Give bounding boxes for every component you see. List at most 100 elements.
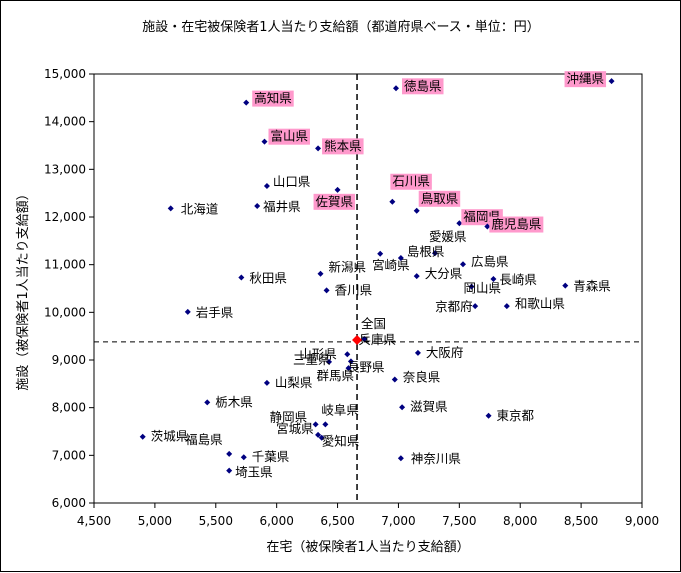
x-axis: 4,500 5,000 5,500 6,000 6,500 7,000 7,500 8,000…: [77, 503, 659, 528]
data-point-marker: [391, 376, 398, 383]
data-point-marker: [263, 183, 270, 190]
data-point-label: 愛知県: [322, 434, 360, 449]
data-point-marker: [472, 303, 479, 310]
data-point-marker: [485, 412, 492, 419]
x-tick-label: 9,000: [625, 514, 659, 528]
data-point-marker: [397, 254, 404, 261]
data-point-label: 秋田県: [249, 271, 287, 286]
x-tick-label: 6,500: [320, 514, 354, 528]
data-point-marker: [318, 434, 325, 441]
data-point-marker: [226, 467, 233, 474]
data-point-marker: [468, 283, 475, 290]
x-tick-label: 6,000: [259, 514, 293, 528]
data-point-label: 福井県: [263, 199, 301, 214]
data-point-label: 石川県: [392, 174, 430, 189]
highlight-label-background: [268, 128, 310, 145]
data-point-label: 高知県: [254, 91, 292, 106]
x-tick-label: 4,500: [77, 514, 111, 528]
data-point-label: 広島県: [471, 254, 509, 269]
data-point-label: 佐賀県: [316, 194, 354, 209]
data-point-label: 岡山県: [464, 281, 502, 296]
y-axis: 6,000 7,000 8,000 9,000 10,000 11,000 12,000 13…: [44, 67, 94, 510]
data-point-marker: [184, 308, 191, 315]
data-point-label: 岐阜県: [321, 402, 359, 417]
data-point-label: 長崎県: [499, 272, 537, 287]
data-point-label: 宮崎県: [372, 258, 410, 273]
data-point-marker: [347, 358, 354, 365]
data-point-marker: [322, 421, 329, 428]
y-tick-label: 9,000: [52, 353, 86, 367]
y-tick-label: 15,000: [44, 67, 86, 81]
y-tick-label: 6,000: [52, 496, 86, 510]
data-point-label: 千葉県: [252, 449, 290, 464]
data-point-label: 茨城県: [151, 429, 189, 444]
national-average-marker: [352, 334, 363, 345]
data-point-label: 滋賀県: [410, 399, 448, 414]
data-point-marker: [345, 365, 352, 372]
highlight-label-background: [313, 193, 356, 210]
data-point-marker: [344, 351, 351, 358]
x-tick-label: 5,500: [199, 514, 233, 528]
data-point-label: 東京都: [497, 408, 535, 423]
data-point-label: 兵庫県: [358, 332, 396, 347]
y-tick-label: 8,000: [52, 401, 86, 415]
x-tick-label: 8,000: [503, 514, 537, 528]
data-point-marker: [393, 85, 400, 92]
data-point-marker: [413, 273, 420, 280]
data-point-label: 山形県: [299, 346, 337, 361]
data-point-label: 大分県: [425, 266, 463, 281]
data-point-label: 山梨県: [275, 375, 313, 390]
data-point-marker: [503, 303, 510, 310]
data-point-marker: [139, 433, 146, 440]
data-point-marker: [484, 223, 491, 230]
data-point-marker: [361, 336, 368, 343]
x-axis-label: 在宅（被保険者1人当たり支給額）: [266, 540, 469, 555]
x-tick-label: 7,000: [381, 514, 415, 528]
data-point-label: 長野県: [347, 359, 385, 374]
y-tick-label: 13,000: [44, 162, 86, 176]
data-point-label: 香川県: [335, 282, 373, 297]
y-tick-label: 7,000: [52, 448, 86, 462]
data-point-label: 新潟県: [329, 260, 367, 275]
highlight-label-background: [252, 90, 294, 107]
data-point-label: 山口県: [273, 174, 311, 189]
data-point-marker: [413, 207, 420, 214]
highlight-label-background: [564, 71, 607, 88]
data-point-marker: [254, 203, 261, 210]
data-point-label: 島根県: [407, 244, 445, 259]
highlight-label-background: [402, 78, 444, 95]
data-point-label: 徳島県: [404, 78, 442, 93]
data-point-label: 京都府: [435, 299, 473, 314]
data-point-label: 愛媛県: [429, 229, 467, 244]
data-point-marker: [315, 145, 322, 152]
data-point-label: 熊本県: [324, 138, 362, 153]
data-point-marker: [389, 198, 396, 205]
data-point-label: 富山県: [270, 129, 308, 144]
data-point-label: 埼玉県: [235, 465, 273, 480]
x-tick-label: 7,500: [442, 514, 476, 528]
data-point-marker: [323, 287, 330, 294]
data-point-label: 三重県: [293, 352, 331, 367]
data-point-marker: [397, 455, 404, 462]
data-point-label: 群馬県: [317, 368, 355, 383]
data-point-marker: [459, 261, 466, 268]
data-point-marker: [261, 138, 268, 145]
data-point-label: 栃木県: [215, 394, 253, 409]
data-point-label: 鳥取県: [421, 191, 459, 206]
y-tick-label: 14,000: [44, 115, 86, 129]
y-tick-label: 12,000: [44, 210, 86, 224]
data-point-marker: [608, 78, 615, 85]
highlight-label-background: [390, 173, 432, 190]
data-point-marker: [238, 274, 245, 281]
data-point-label: 岩手県: [196, 305, 234, 320]
highlight-label-background: [322, 138, 364, 155]
data-point-marker: [456, 220, 463, 227]
data-point-marker: [414, 349, 421, 356]
data-point-label: 奈良県: [403, 370, 441, 385]
data-point-label: 宮城県: [276, 421, 314, 436]
x-tick-label: 5,000: [138, 514, 172, 528]
data-point-marker: [263, 379, 270, 386]
data-point-marker: [334, 186, 341, 193]
data-point-label: 大阪府: [426, 345, 464, 360]
